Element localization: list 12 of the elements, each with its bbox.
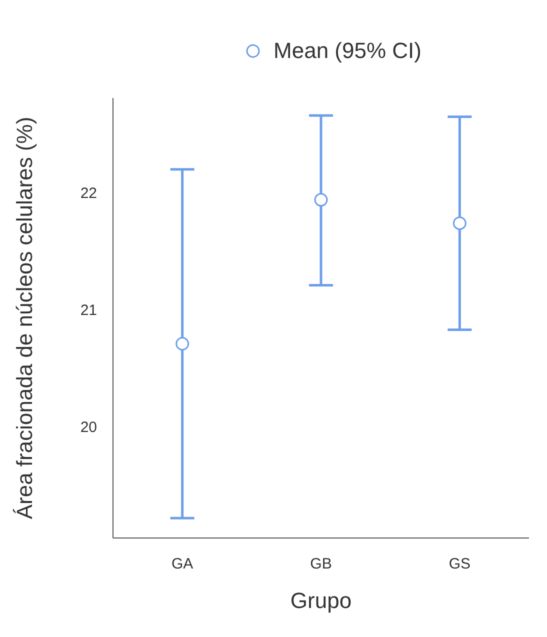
y-tick-label: 21 bbox=[80, 302, 97, 320]
x-tick-label: GB bbox=[310, 556, 332, 573]
point bbox=[314, 193, 328, 207]
x-axis-title: Grupo bbox=[290, 588, 352, 613]
y-tick-label: 20 bbox=[80, 419, 97, 436]
x-tick-label: GA bbox=[171, 556, 194, 573]
y-axis-title: Área fracionada de núcleos celulares (%) bbox=[12, 116, 37, 520]
legend-label: Mean (95% CI) bbox=[274, 38, 422, 64]
point bbox=[176, 336, 190, 350]
point bbox=[452, 216, 466, 230]
y-tick-label: 22 bbox=[80, 185, 97, 202]
x-tick-label: GS bbox=[448, 556, 471, 573]
